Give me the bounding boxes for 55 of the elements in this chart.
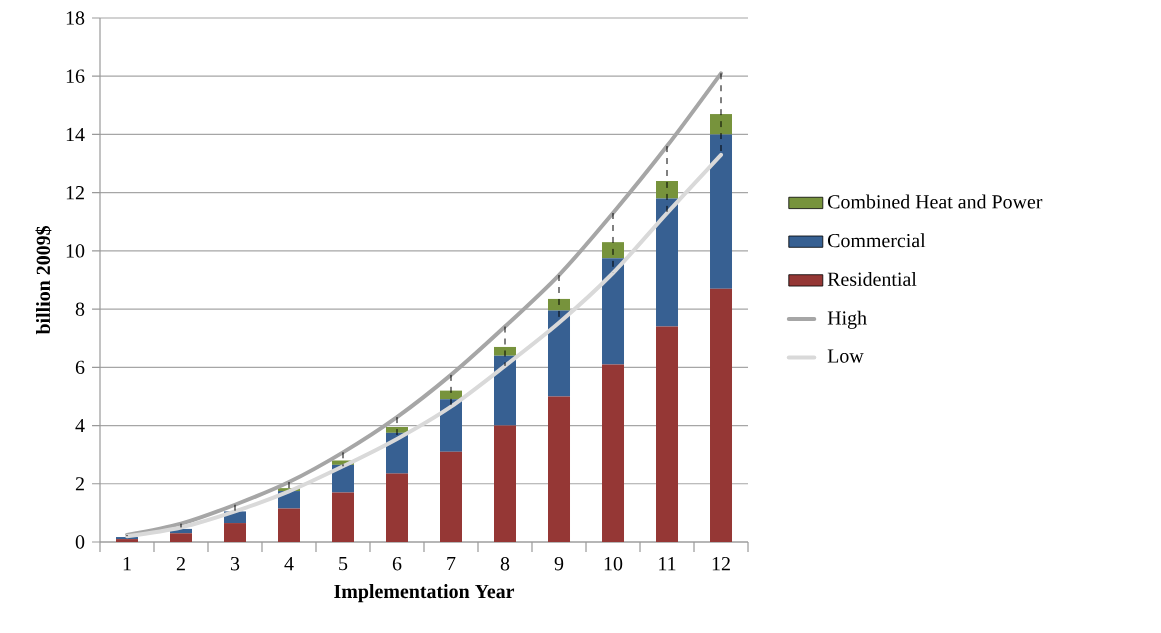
- line-series: [125, 152, 724, 539]
- bar: [710, 114, 733, 135]
- bar: [656, 181, 679, 199]
- bar: [656, 198, 679, 327]
- x-tick-label: 8: [500, 557, 510, 571]
- bar: [386, 427, 408, 433]
- bar: [602, 364, 625, 542]
- bar: [710, 134, 733, 289]
- bar: [494, 346, 516, 356]
- legend-label: Residential: [827, 271, 917, 286]
- legend-label: High: [827, 310, 867, 329]
- y-axis-title: billion 2009$: [35, 226, 52, 335]
- bar: [386, 473, 408, 542]
- y-tick-label: 18: [66, 11, 85, 25]
- x-tick-label: 11: [659, 557, 676, 571]
- bar: [440, 451, 462, 542]
- x-tick-label: 2: [176, 557, 185, 571]
- x-tick-label: 3: [230, 557, 240, 571]
- y-tick-label: 6: [75, 360, 85, 375]
- bar: [656, 326, 679, 542]
- bar: [602, 242, 625, 259]
- bar: [332, 464, 354, 493]
- x-axis-title: Implementation Year: [334, 584, 515, 603]
- legend-label: Combined Heat and Power: [827, 194, 1043, 209]
- bar: [548, 310, 571, 397]
- x-tick-label: 1: [123, 557, 131, 571]
- y-tick-label: 12: [66, 186, 84, 200]
- bar: [440, 399, 462, 452]
- bar: [548, 396, 571, 542]
- bar: [602, 258, 625, 365]
- bar: [224, 523, 246, 542]
- x-tick-label: 12: [712, 557, 730, 571]
- y-tick-label: 0: [75, 535, 85, 549]
- y-tick-label: 16: [66, 69, 85, 83]
- legend-label: Low: [827, 349, 864, 363]
- bar: [170, 533, 192, 542]
- y-tick-label: 2: [75, 477, 84, 491]
- y-tick-label: 8: [75, 302, 85, 316]
- x-tick-label: 9: [554, 557, 564, 571]
- y-tick-label: 4: [75, 418, 85, 433]
- x-tick-label: 6: [392, 557, 402, 571]
- bar: [548, 298, 571, 311]
- bar: [494, 355, 516, 426]
- x-tick-label: 4: [284, 557, 294, 571]
- bar: [494, 425, 516, 542]
- bar: [332, 492, 354, 542]
- x-tick-label: 10: [604, 557, 623, 571]
- y-tick-label: 10: [66, 244, 85, 258]
- line-series: [125, 71, 724, 538]
- x-tick-label: 5: [339, 557, 348, 571]
- bar: [710, 288, 733, 542]
- y-tick-label: 14: [66, 127, 85, 142]
- legend-label: Commercial: [827, 233, 926, 248]
- x-tick-label: 7: [447, 557, 456, 571]
- bar: [278, 508, 300, 542]
